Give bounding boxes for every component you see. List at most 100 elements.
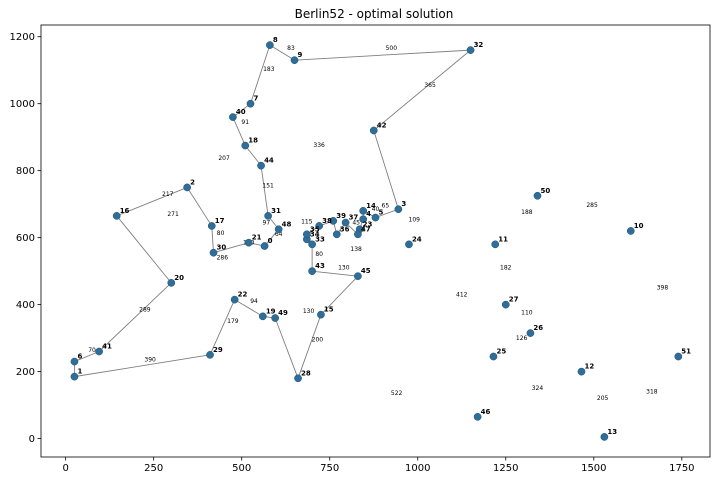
tour-edge [74, 351, 100, 362]
city-label: 14 [366, 202, 376, 210]
edge-distance-label: 205 [597, 395, 609, 402]
edge-distance-label: 285 [586, 202, 598, 209]
city-point [600, 433, 609, 441]
city-point [394, 205, 403, 214]
city-point [70, 357, 79, 366]
edge-distance-label: 109 [409, 217, 421, 224]
x-tick-label: 1000 [405, 463, 430, 474]
city-point [405, 240, 413, 249]
tour-edge [209, 299, 236, 356]
city-label: 2 [190, 178, 195, 186]
city-point [167, 279, 176, 287]
tour-edge [320, 275, 359, 315]
city-label: 25 [496, 348, 506, 356]
x-tick-label: 1250 [493, 463, 518, 474]
edge-distance-label: 45 [352, 219, 360, 226]
tour-edge [74, 354, 211, 378]
edge-distance-label: 324 [532, 385, 544, 392]
edge-distance-label: 200 [312, 336, 324, 343]
city-point [246, 99, 255, 108]
edge-distance-label: 91 [241, 119, 249, 126]
city-label: 0 [268, 237, 273, 245]
edge-distance-label: 179 [227, 318, 239, 325]
city-point [674, 352, 683, 361]
city-label: 28 [301, 369, 311, 377]
tour-edge [373, 49, 471, 131]
tour-edge [244, 145, 262, 166]
city-label: 12 [584, 363, 594, 371]
city-label: 3 [401, 200, 406, 208]
edge-distance-label: 286 [217, 254, 229, 261]
city-point [95, 347, 103, 356]
edge-distance-label: 412 [456, 291, 468, 298]
city-points [70, 41, 683, 441]
city-point [371, 213, 380, 222]
y-tick-label: 400 [16, 300, 35, 311]
city-label: 27 [509, 296, 519, 304]
y-tick-label: 200 [16, 367, 35, 378]
axes: 0 250 500 750 1000 1250 1500 175002004006008001… [10, 24, 711, 474]
edge-distance-label: 130 [338, 264, 350, 271]
edge-distance-label: 64 [275, 231, 283, 238]
city-point [260, 242, 269, 250]
city-point [229, 113, 237, 121]
tour-edge [211, 225, 214, 253]
edge-distance-label: 115 [301, 219, 313, 226]
x-tick-label: 0 [62, 463, 68, 474]
city-label: 47 [361, 225, 371, 233]
city-point [112, 212, 121, 220]
edge-distance-label: 398 [657, 285, 669, 292]
city-label: 15 [324, 306, 334, 314]
tour-edge [232, 116, 246, 146]
city-label: 33 [315, 235, 325, 243]
city-label: 17 [215, 217, 225, 225]
city-label: 50 [540, 187, 550, 195]
city-label: 7 [254, 95, 259, 103]
city-point [271, 314, 279, 322]
city-label: 51 [681, 348, 691, 356]
city-label: 44 [264, 157, 274, 165]
city-point [354, 230, 362, 239]
city-label: 24 [412, 235, 422, 243]
city-label: 20 [174, 274, 184, 282]
edge-distance-label: 217 [162, 191, 174, 198]
city-label: 37 [349, 214, 359, 222]
edge-distance-label: 183 [263, 66, 275, 73]
chart-title: Berlin52 - optimal solution [295, 7, 454, 21]
city-point [354, 272, 362, 281]
tour-edge [269, 44, 295, 61]
edge-distance-label: 289 [139, 306, 151, 313]
edge-distance-label: 522 [391, 390, 403, 397]
edge-distance-label: 188 [521, 209, 533, 216]
edge-distance-label: 65 [382, 203, 390, 210]
city-label: 13 [607, 428, 617, 436]
city-point [317, 310, 325, 319]
edge-distance-label: 70 [88, 347, 96, 354]
city-label: 40 [236, 108, 246, 116]
city-label: 22 [238, 291, 248, 299]
city-point [209, 248, 218, 257]
edge-distance-label: 138 [350, 246, 362, 253]
city-point [501, 300, 510, 309]
city-point [241, 141, 250, 150]
city-label: 38 [322, 217, 332, 225]
city-label: 42 [377, 121, 387, 129]
city-label: 41 [102, 343, 112, 351]
city-label: 43 [315, 262, 325, 270]
tour-edge [297, 314, 322, 379]
city-point [489, 352, 498, 361]
edge-distance-label: 110 [521, 310, 533, 317]
x-tick-label: 500 [232, 463, 251, 474]
city-label: 23 [363, 220, 373, 228]
city-label: 35 [310, 225, 320, 233]
city-label: 18 [248, 137, 258, 145]
city-label: 6 [77, 353, 82, 361]
city-point [257, 161, 265, 170]
city-label: 10 [634, 222, 644, 230]
city-point [329, 217, 338, 225]
city-point [341, 218, 350, 227]
edge-distance-label: 80 [315, 251, 323, 258]
edge-distance-label: 126 [516, 335, 528, 342]
